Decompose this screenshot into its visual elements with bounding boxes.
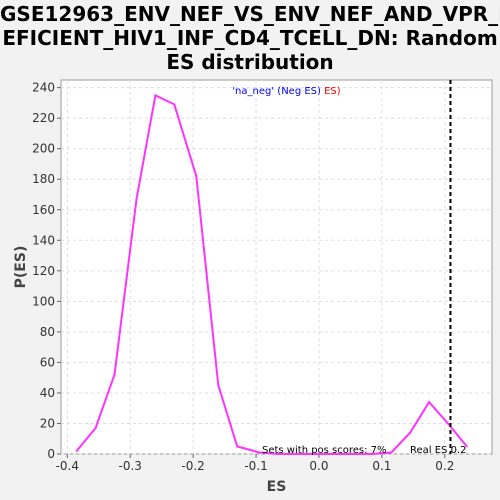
data-point xyxy=(173,103,176,106)
data-point xyxy=(352,453,355,455)
y-tick-label: 240 xyxy=(32,81,55,95)
x-tick-label: -0.1 xyxy=(244,459,267,473)
data-point xyxy=(195,175,198,178)
y-tick-label: 180 xyxy=(32,172,55,186)
data-point xyxy=(217,384,220,387)
x-tick-label: 0.2 xyxy=(435,459,454,473)
data-point xyxy=(154,94,157,97)
y-tick-label: 60 xyxy=(40,355,55,369)
x-axis-title: ES xyxy=(267,479,287,495)
x-tick-label: 0.1 xyxy=(372,459,391,473)
y-axis-title: P(ES) xyxy=(13,246,29,289)
data-point xyxy=(428,401,431,404)
y-axis: 0 20 40 60 80 100 120 140 160 180 200 220 240 xyxy=(32,81,61,461)
y-tick-label: 160 xyxy=(32,203,55,217)
data-points xyxy=(75,94,468,455)
data-point xyxy=(409,431,412,434)
pos-scores-annotation: Sets with pos scores: 7% xyxy=(262,445,387,456)
data-point xyxy=(371,453,374,455)
data-point xyxy=(390,451,393,454)
y-tick-label: 120 xyxy=(32,264,55,278)
y-tick-label: 40 xyxy=(40,386,55,400)
y-tick-label: 20 xyxy=(40,416,55,430)
data-point xyxy=(465,445,468,448)
chart-title: GSE12963_ENV_NEF_VS_ENV_NEF_AND_VPR_D EF… xyxy=(0,2,500,74)
x-tick-label: -0.2 xyxy=(181,459,204,473)
real-es-label: Real ES 0.2 xyxy=(410,445,466,456)
data-point xyxy=(258,451,261,454)
data-point xyxy=(314,453,317,455)
data-point xyxy=(446,422,449,425)
plot-area xyxy=(60,79,493,455)
y-tick-label: 140 xyxy=(32,233,55,247)
legend-suffix: ES) xyxy=(321,86,341,97)
y-tick-label: 0 xyxy=(47,447,55,461)
y-tick-label: 200 xyxy=(32,142,55,156)
data-point xyxy=(75,449,78,452)
legend-prefix: 'na_neg' (Neg ES) xyxy=(232,86,321,97)
y-tick-label: 220 xyxy=(32,111,55,125)
data-point xyxy=(236,445,239,448)
data-point xyxy=(333,453,336,455)
data-point xyxy=(277,453,280,455)
data-point xyxy=(295,453,298,455)
x-tick-label: -0.3 xyxy=(119,459,142,473)
x-tick-label: 0.0 xyxy=(309,459,328,473)
data-point xyxy=(135,198,138,201)
data-point xyxy=(94,427,97,430)
grid xyxy=(61,80,492,455)
legend: 'na_neg' (Neg ES) ES) xyxy=(232,86,340,97)
y-tick-label: 80 xyxy=(40,325,55,339)
x-axis: -0.4 -0.3 -0.2 -0.1 0.0 0.1 0.2 xyxy=(56,454,454,473)
y-tick-label: 100 xyxy=(32,294,55,308)
data-point xyxy=(113,373,116,376)
x-tick-label: -0.4 xyxy=(56,459,79,473)
